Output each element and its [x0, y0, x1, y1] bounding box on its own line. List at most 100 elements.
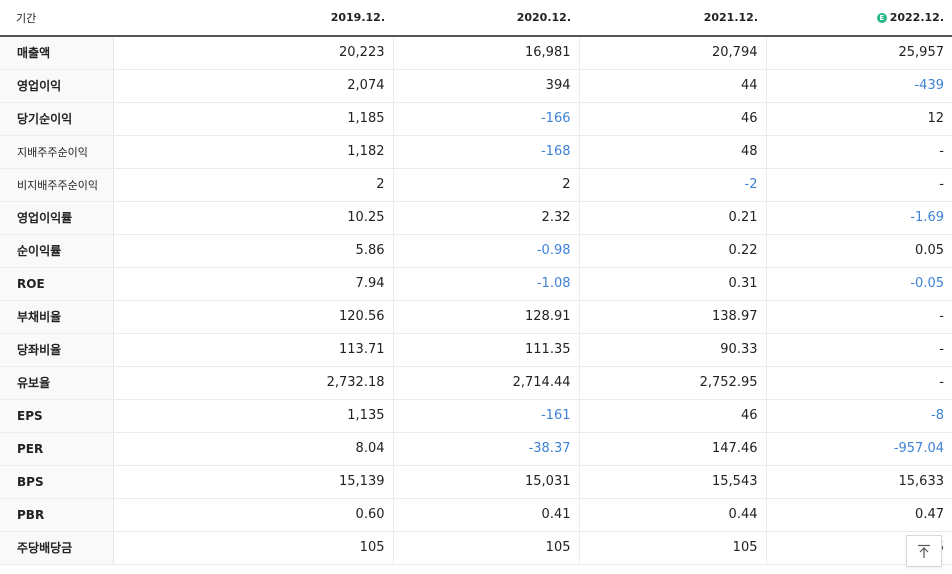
- table-row-eps: EPS 1,135 -161 46 -8: [0, 398, 952, 433]
- table-row-operating-margin: 영업이익률 10.25 2.32 0.21 -1.69: [0, 200, 952, 235]
- table-cell: -: [765, 366, 952, 400]
- table-cell: 16,981: [392, 36, 579, 70]
- table-row-net-margin: 순이익률 5.86 -0.98 0.22 0.05: [0, 234, 952, 268]
- table-row-controlling-net-income: 지배주주순이익 1,182 -168 48-: [0, 135, 952, 169]
- table-cell: 15,139: [112, 465, 393, 499]
- table-row-debt-ratio: 부채비율 120.56 128.91 138.97-: [0, 299, 952, 334]
- row-label: BPS: [0, 465, 114, 499]
- table-cell: -38.37: [392, 432, 579, 466]
- row-label: 영업이익률: [0, 200, 114, 235]
- row-label: 순이익률: [0, 234, 114, 268]
- table-cell: 105: [392, 530, 579, 565]
- table-cell: -168: [392, 135, 579, 169]
- table-cell: 394: [392, 69, 579, 103]
- table-cell: -1.69: [765, 200, 952, 235]
- table-cell: -: [765, 168, 952, 202]
- table-cell: 8.04: [112, 432, 393, 466]
- table-cell: 12: [765, 102, 952, 136]
- table-cell: -: [765, 135, 952, 169]
- table-cell: 2.32: [392, 200, 579, 235]
- row-label: 지배주주순이익: [0, 135, 114, 169]
- table-cell: -0.98: [392, 234, 579, 268]
- row-label: 유보율: [0, 366, 114, 400]
- table-cell: 0.05: [765, 234, 952, 268]
- table-cell: 48: [578, 135, 766, 169]
- table-cell: 7.94: [112, 267, 393, 301]
- period-header-2021: 2021.12.: [579, 0, 766, 37]
- table-cell: 0.47: [765, 498, 952, 532]
- table-cell: 2,714.44: [392, 366, 579, 400]
- table-cell: 147.46: [578, 432, 766, 466]
- table-cell: 2,074: [112, 69, 393, 103]
- table-row-bps: BPS 15,139 15,031 15,543 15,633: [0, 465, 952, 499]
- table-cell: -161: [392, 398, 579, 433]
- table-cell: 0.44: [578, 498, 766, 532]
- table-cell: 2,752.95: [578, 366, 766, 400]
- table-row-dividend-per-share: 주당배당금105105105105: [0, 530, 952, 565]
- table-cell: 15,031: [392, 465, 579, 499]
- table-cell: 120.56: [112, 299, 393, 334]
- table-row-pbr: PBR 0.60 0.41 0.44 0.47: [0, 498, 952, 532]
- table-cell: 44: [578, 69, 766, 103]
- period-header-label: 기간: [0, 0, 113, 37]
- table-row-revenue: 매출액 20,223 16,981 20,794 25,957: [0, 36, 952, 70]
- table-cell: 15,633: [765, 465, 952, 499]
- table-cell: 1,135: [112, 398, 393, 433]
- table-cell: -1.08: [392, 267, 579, 301]
- table-cell: -166: [392, 102, 579, 136]
- table-cell: 0.21: [578, 200, 766, 235]
- row-label: 당좌비율: [0, 333, 114, 367]
- table-cell: 20,794: [578, 36, 766, 70]
- arrow-up-to-top-icon: [918, 544, 930, 558]
- period-header-2022-label: 2022.12.: [889, 11, 944, 24]
- table-cell: -2: [578, 168, 766, 202]
- table-cell: 5.86: [112, 234, 393, 268]
- row-label: 당기순이익: [0, 102, 114, 136]
- table-cell: -957.04: [765, 432, 952, 466]
- row-label: PBR: [0, 498, 114, 532]
- table-cell: -439: [765, 69, 952, 103]
- estimate-badge-icon: E: [876, 13, 887, 23]
- table-cell: 90.33: [578, 333, 766, 367]
- row-label: 비지배주주순이익: [0, 168, 114, 202]
- table-cell: 46: [578, 398, 766, 433]
- table-cell: 2: [392, 168, 579, 202]
- table-cell: 2,732.18: [112, 366, 393, 400]
- table-cell: 105: [112, 530, 393, 565]
- table-row-net-income: 당기순이익 1,185 -166 46 12: [0, 102, 952, 136]
- table-cell: 111.35: [392, 333, 579, 367]
- table-cell: -: [765, 299, 952, 334]
- row-label: 부채비율: [0, 299, 114, 334]
- table-row-noncontrolling-net-income: 비지배주주순이익 2 2 -2-: [0, 168, 952, 202]
- table-cell: -: [765, 333, 952, 367]
- table-cell: 0.31: [578, 267, 766, 301]
- row-label: 주당배당금: [0, 530, 114, 565]
- table-cell: 25,957: [765, 36, 952, 70]
- table-header-row: 기간 2019.12. 2020.12. 2021.12. E 2022.12.: [0, 0, 952, 37]
- table-cell: 128.91: [392, 299, 579, 334]
- table-cell: 15,543: [578, 465, 766, 499]
- period-header-2019: 2019.12.: [113, 0, 393, 37]
- table-cell: 2: [112, 168, 393, 202]
- table-cell: 10.25: [112, 200, 393, 235]
- row-label: ROE: [0, 267, 114, 301]
- table-cell: 105: [578, 530, 766, 565]
- table-cell: 1,182: [112, 135, 393, 169]
- period-header-2022: E 2022.12.: [766, 0, 952, 37]
- table-cell: 0.22: [578, 234, 766, 268]
- row-label: 매출액: [0, 36, 114, 70]
- table-cell: -0.05: [765, 267, 952, 301]
- table-row-roe: ROE 7.94 -1.08 0.31 -0.05: [0, 267, 952, 301]
- table-cell: 46: [578, 102, 766, 136]
- table-cell: 1,185: [112, 102, 393, 136]
- table-cell: 0.41: [392, 498, 579, 532]
- table-cell: 0.60: [112, 498, 393, 532]
- table-cell: -8: [765, 398, 952, 433]
- row-label: 영업이익: [0, 69, 114, 103]
- scroll-to-top-button[interactable]: [906, 535, 942, 567]
- row-label: EPS: [0, 398, 114, 433]
- table-row-operating-profit: 영업이익 2,074 394 44 -439: [0, 69, 952, 103]
- table-row-per: PER 8.04 -38.37 147.46 -957.04: [0, 432, 952, 466]
- table-cell: 20,223: [112, 36, 393, 70]
